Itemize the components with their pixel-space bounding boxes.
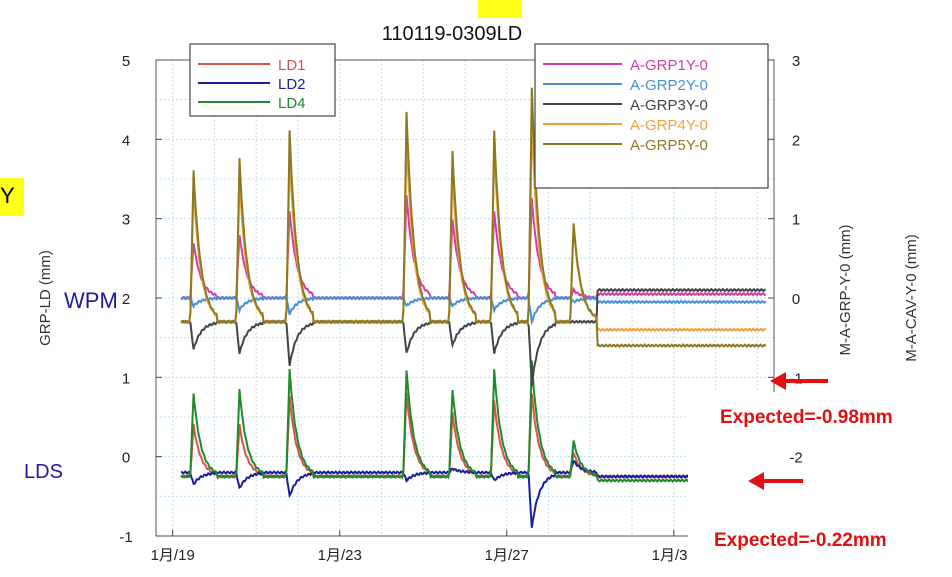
left-tick-label: 1 xyxy=(122,370,130,387)
legend-label: LD4 xyxy=(278,95,306,112)
left-tick-label: 4 xyxy=(122,132,130,149)
annotation-cover xyxy=(688,392,952,577)
right-tick-label: 2 xyxy=(792,132,800,149)
legend-label: A-GRP3Y-0 xyxy=(630,97,708,114)
y-fragment-label: Y xyxy=(0,183,15,208)
legend-entries: LD1 LD2 LD4 A-GRP1Y-0 A-GRP2Y-0 A-GRP3Y-0 A-GR… xyxy=(198,57,708,154)
left-tick-label: 2 xyxy=(122,291,130,308)
legend-left xyxy=(189,43,336,117)
right-tick-label: 3 xyxy=(792,53,800,70)
right-tick-label: 0 xyxy=(792,291,800,308)
arrow-2-head xyxy=(748,472,764,490)
left-axis-label: GRP-LD (mm) xyxy=(37,250,54,346)
y-label-highlight xyxy=(0,178,24,216)
left-tick-label: 5 xyxy=(122,53,130,70)
left-tick-label: 3 xyxy=(122,212,130,229)
legend-label: LD2 xyxy=(278,76,306,93)
series-line-ld4 xyxy=(180,360,767,483)
legend-right xyxy=(534,43,769,189)
x-tick-label: 1月/23 xyxy=(318,547,362,564)
series-line-a-grp5y-0 xyxy=(181,87,767,349)
title-highlight xyxy=(478,0,522,18)
right-tick-label: -2 xyxy=(789,450,802,467)
series-lines xyxy=(180,87,767,528)
legend-label: LD1 xyxy=(278,57,306,74)
series-line-ld2 xyxy=(180,460,767,528)
x-tick-label: 1月/27 xyxy=(485,547,529,564)
legend-label: A-GRP1Y-0 xyxy=(630,57,708,74)
legend-label: A-GRP5Y-0 xyxy=(630,137,708,154)
series-line-a-grp2y-0 xyxy=(180,295,767,326)
chart-title: 110119-0309LD xyxy=(382,23,523,45)
right-tick-label: 1 xyxy=(792,212,800,229)
x-tick-label: 1月/31 xyxy=(652,547,696,564)
arrow-1-head xyxy=(770,372,786,390)
series-line-a-grp1y-0 xyxy=(180,195,767,302)
right-tick-label: -1 xyxy=(789,370,802,387)
expected-2-label: Expected=-0.22mm xyxy=(714,530,887,551)
left-tick-label: 0 xyxy=(122,450,130,467)
far-right-axis-label: M-A-CAV-Y-0 (mm) xyxy=(903,234,920,362)
wpm-label: WPM xyxy=(64,288,118,313)
x-tick-label: 1月/19 xyxy=(151,547,195,564)
series-line-ld1 xyxy=(180,392,767,480)
lds-label: LDS xyxy=(24,461,63,483)
legend-label: A-GRP2Y-0 xyxy=(630,77,708,94)
legend-label: A-GRP4Y-0 xyxy=(630,117,708,134)
left-tick-label: -1 xyxy=(119,529,132,546)
expected-1-label: Expected=-0.98mm xyxy=(720,407,893,428)
right-axis-label: M-A-GRP-Y-0 (mm) xyxy=(837,224,854,355)
right-ticks-lower: -2 -1 xyxy=(789,370,802,466)
axis-ticks: -1 0 1 2 3 4 5 0 1 2 3 1月/19 1月/23 1月/27 1月/31 xyxy=(119,53,800,564)
